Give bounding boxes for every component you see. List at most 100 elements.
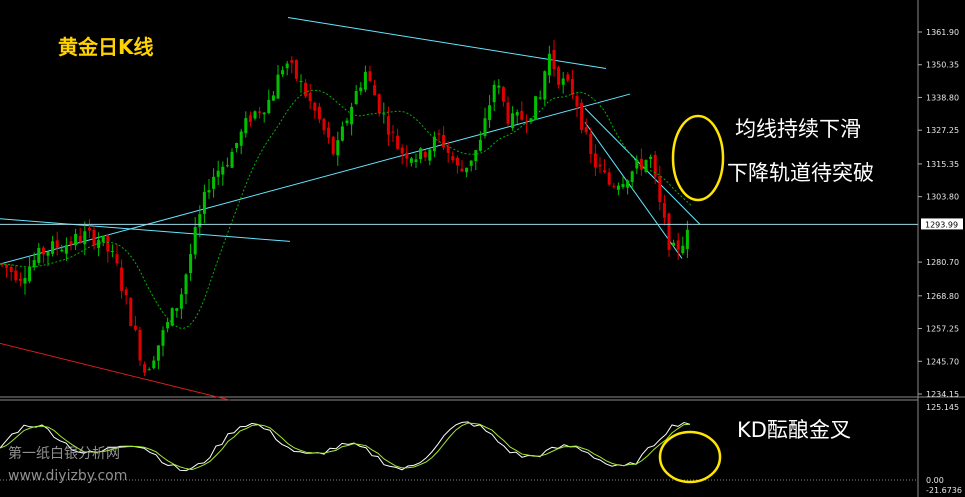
candle-body [147, 369, 151, 371]
candle-body [37, 247, 41, 263]
candle-body [373, 85, 377, 96]
candle-body [110, 250, 114, 252]
candle-body [612, 185, 616, 187]
candle-body [230, 151, 234, 168]
candle-body [207, 190, 211, 193]
current-price-badge [921, 218, 963, 230]
candle-body [649, 156, 653, 159]
candle-body [221, 166, 225, 175]
candle-body [51, 241, 55, 254]
price-tick-label: 1327.25 [926, 126, 959, 135]
candle-body [271, 95, 275, 101]
candle-body [419, 148, 423, 160]
channel-lower-line [584, 122, 683, 259]
candle-body [331, 136, 335, 155]
trendline-upper-left [0, 218, 291, 242]
kd-tick-label: -21.6736 [926, 486, 962, 495]
candle-body [235, 143, 239, 149]
candle-body [152, 360, 156, 369]
price-tick-label: 1350.35 [926, 61, 959, 70]
candle-body [244, 118, 248, 134]
ma-highlight-ellipse [671, 114, 725, 202]
candle-body [377, 94, 381, 114]
candle-body [635, 159, 639, 169]
ma-line [0, 89, 693, 329]
candle-body [28, 266, 32, 282]
candle-body [593, 153, 597, 168]
candle-body [166, 322, 170, 329]
price-tick-label: 1280.70 [926, 258, 959, 267]
candle-body [138, 329, 142, 361]
candle-body [83, 231, 87, 245]
watermark-url: www.diyizby.com [8, 468, 127, 484]
candle-body [501, 86, 505, 102]
candle-body [170, 308, 174, 326]
candle-body [396, 135, 400, 149]
candle-body [598, 164, 602, 167]
candle-body [368, 71, 372, 81]
candle-body [681, 245, 685, 254]
candle-body [520, 110, 524, 120]
candle-body [460, 168, 464, 172]
candle-body [97, 240, 101, 248]
price-tick-label: 1361.90 [926, 28, 959, 37]
annotation-kd-golden-cross: KD酝酿金叉 [737, 418, 851, 442]
candle-body [662, 202, 666, 218]
candle-body [258, 111, 262, 113]
candle-body [212, 176, 216, 189]
candle-body [639, 158, 643, 170]
candle-body [106, 234, 110, 252]
candle-body [589, 133, 593, 155]
kd-indicator [0, 421, 691, 472]
candle-body [248, 115, 252, 122]
candle-body [78, 235, 82, 243]
candle-body [446, 146, 450, 153]
candle-body [658, 175, 662, 203]
candle-body [616, 185, 620, 190]
chart-title: 黄金日K线 [58, 35, 154, 59]
candle-body [313, 102, 317, 111]
candle-body [60, 249, 64, 252]
candle-body [55, 240, 59, 249]
candle-body [442, 134, 446, 148]
candle-body [543, 71, 547, 100]
candle-body [304, 82, 308, 97]
candle-body [511, 113, 515, 128]
candle-body [354, 91, 358, 105]
candle-body [506, 102, 510, 124]
candle-body [276, 74, 280, 99]
candle-body [18, 278, 22, 281]
candle-body [529, 118, 533, 123]
candle-body [336, 140, 340, 156]
candle-body [607, 172, 611, 185]
kd-d-line [0, 422, 691, 471]
candle-body [41, 247, 45, 255]
candle-body [672, 242, 676, 246]
red-support-line [0, 342, 231, 401]
price-tick-label: 1257.25 [926, 325, 959, 334]
candle-body [580, 102, 584, 130]
candle-body [156, 345, 160, 361]
candle-body [483, 118, 487, 136]
candle-body [455, 157, 459, 166]
candle-body [184, 274, 188, 295]
candle-body [87, 227, 91, 231]
candle-body [524, 122, 528, 124]
candle-body [478, 139, 482, 151]
candle-body [575, 96, 579, 107]
candle-body [644, 160, 648, 172]
candle-body [570, 79, 574, 96]
candle-body [14, 270, 18, 281]
candle-body [465, 167, 469, 173]
candle-body [281, 70, 285, 75]
candle-body [676, 240, 680, 250]
candle-body [129, 297, 133, 326]
candle-body [474, 150, 478, 162]
candle-body [92, 229, 96, 246]
candle-body [0, 264, 4, 266]
candle-body [120, 267, 124, 291]
candle-body [557, 67, 561, 85]
candle-body [216, 170, 220, 177]
